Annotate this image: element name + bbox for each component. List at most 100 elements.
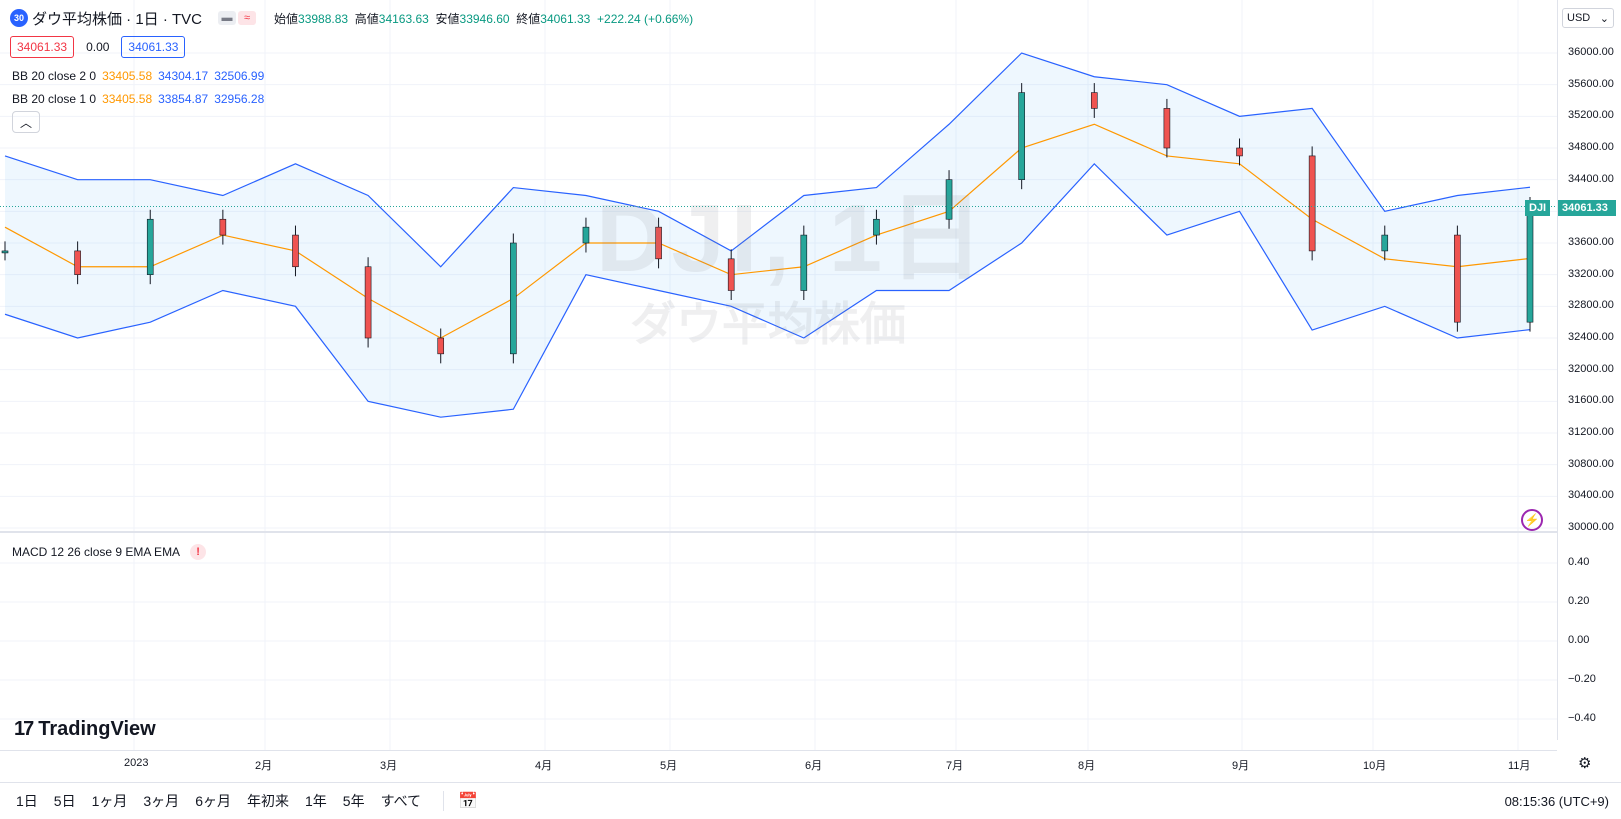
open-label: 始値 [274, 11, 299, 26]
candle-body[interactable] [1163, 108, 1171, 149]
collapse-legend-button[interactable]: ︿ [12, 111, 40, 133]
indicator-upper: 34304.17 [158, 69, 209, 83]
time-tick-label: 2023 [124, 757, 149, 769]
macd-tick-label: −0.20 [1568, 673, 1596, 685]
candle-body[interactable] [800, 234, 808, 291]
candle-body[interactable] [1236, 147, 1243, 157]
time-tick-label: 10月 [1363, 760, 1387, 772]
indicator-basis: 33405.58 [102, 92, 153, 106]
pane-separator[interactable] [0, 531, 1557, 533]
price-tick-label: 30400.00 [1568, 489, 1614, 502]
price-tick-label: 33200.00 [1568, 267, 1614, 280]
candle-body[interactable] [510, 242, 517, 355]
symbol-header: 30 ダウ平均株価 · 1日 · TVC ▬ ≈ 始値33988.83 高値34… [10, 8, 693, 28]
candle-body[interactable] [364, 266, 372, 339]
currency-selector[interactable]: USD ⌄ [1562, 8, 1614, 28]
range-button[interactable]: 3ヶ月 [143, 793, 180, 809]
alert-lightning-icon[interactable]: ⚡ [1521, 509, 1543, 531]
bb-indicator-2[interactable]: BB 20 close 1 0 33405.58 33854.87 32956.… [12, 92, 264, 106]
price-chart[interactable] [0, 0, 1557, 750]
symbol-title[interactable]: ダウ平均株価 · 1日 · TVC [32, 10, 203, 28]
range-button[interactable]: 年初来 [246, 793, 289, 809]
price-tick-label: 30800.00 [1568, 457, 1614, 470]
candle-body[interactable] [292, 234, 299, 268]
macd-tick-label: 0.20 [1568, 595, 1590, 607]
bb-indicator-1[interactable]: BB 20 close 2 0 33405.58 34304.17 32506.… [12, 69, 264, 83]
range-button[interactable]: 6ヶ月 [195, 793, 231, 809]
range-button[interactable]: すべて [380, 793, 422, 809]
range-toolbar: 1日 5日 1ヶ月 3ヶ月 6ヶ月 年初来 1年 5年 すべて 📅 08:15:36 (UTC+… [0, 782, 1621, 819]
brand-name: TradingView [38, 718, 156, 740]
candle-body[interactable] [945, 179, 953, 220]
currency-label: USD [1567, 12, 1591, 24]
macd-tick-label: 0.40 [1568, 556, 1590, 568]
candle-body[interactable] [74, 250, 81, 275]
price-tick-label: 32000.00 [1568, 362, 1614, 375]
candle-body[interactable] [146, 218, 154, 275]
spread-value: 0.00 [86, 40, 110, 54]
open-value: 33988.83 [298, 11, 349, 26]
close-value: 34061.33 [540, 11, 591, 26]
candle-body[interactable] [1018, 92, 1025, 180]
time-tick-label: 4月 [535, 760, 553, 772]
indicator-lower: 32506.99 [214, 69, 265, 83]
macd-name: MACD 12 26 close 9 EMA EMA [12, 545, 181, 559]
range-button[interactable]: 1年 [304, 793, 327, 809]
candle-body[interactable] [437, 337, 445, 355]
settings-gear-icon[interactable]: ⚙ [1578, 755, 1592, 772]
warning-icon[interactable]: ! [190, 544, 207, 560]
candle-body[interactable] [1308, 155, 1316, 252]
low-value: 33946.60 [459, 11, 510, 26]
series-line-bb-basis[interactable] [4, 123, 1531, 339]
candle-body[interactable] [1381, 234, 1389, 252]
price-scale[interactable]: 36000.00 35600.00 35200.00 34800.00 34400.00… [1557, 0, 1621, 740]
price-tick-label: 30000.00 [1568, 521, 1614, 533]
indicator-name: BB 20 close 2 0 [12, 69, 97, 83]
low-label: 安値 [435, 11, 460, 26]
high-label: 高値 [354, 11, 379, 26]
time-axis[interactable]: 2023 2月 3月 4月 5月 6月 7月 8月 9月 10月 11月 [0, 750, 1557, 774]
chevron-up-icon: ︿ [19, 115, 32, 130]
ask-box[interactable]: 34061.33 [121, 36, 186, 58]
last-price-tag: 34061.33 [1558, 200, 1616, 216]
time-tick-label: 7月 [946, 760, 964, 772]
candle-body[interactable] [219, 218, 227, 236]
range-button[interactable]: 5日 [53, 793, 76, 809]
indicator-lower: 32956.28 [214, 92, 265, 106]
ohlc-readout: 始値33988.83 高値34163.63 安値33946.60 終値34061… [274, 10, 693, 27]
price-tick-label: 33600.00 [1568, 236, 1614, 248]
series-line-bb-upper-2[interactable] [4, 52, 1531, 268]
time-tick-label: 5月 [660, 760, 678, 772]
candle-body[interactable] [655, 226, 662, 260]
range-button[interactable]: 5年 [342, 793, 365, 809]
wave-icon[interactable]: ≈ [238, 11, 257, 25]
candle-body[interactable] [873, 218, 880, 236]
range-button[interactable]: 1日 [16, 793, 38, 809]
series-line-bb-lower-2[interactable] [4, 162, 1531, 418]
price-tick-label: 31600.00 [1568, 394, 1614, 407]
candle-body[interactable] [727, 258, 735, 291]
range-button[interactable]: 1ヶ月 [91, 793, 128, 809]
candle-body[interactable] [582, 226, 590, 244]
candle-body[interactable] [1, 250, 9, 254]
tv-icon: 17 [14, 718, 34, 740]
bid-box[interactable]: 34061.33 [10, 36, 75, 58]
macd-tick-label: 0.00 [1568, 634, 1590, 646]
time-tick-label: 6月 [805, 760, 823, 772]
candle-body[interactable] [1090, 92, 1098, 109]
divider [443, 791, 445, 811]
bars-icon[interactable]: ▬ [218, 11, 237, 25]
chevron-down-icon: ⌄ [1599, 12, 1609, 25]
price-tick-label: 34400.00 [1568, 172, 1614, 185]
candle-body[interactable] [1454, 234, 1461, 323]
date-range-calendar-icon[interactable]: 📅 [458, 793, 478, 810]
macd-legend[interactable]: MACD 12 26 close 9 EMA EMA ! [12, 544, 207, 560]
price-tick-label: 32400.00 [1568, 331, 1614, 343]
bollinger-band-fill [5, 53, 1530, 418]
macd-tick-label: −0.40 [1568, 712, 1596, 724]
candle-body[interactable] [1526, 206, 1534, 323]
high-value: 34163.63 [378, 11, 429, 26]
mode-toggle[interactable]: ▬ ≈ [218, 11, 257, 25]
clock-readout[interactable]: 08:15:36 (UTC+9) [1504, 793, 1609, 809]
